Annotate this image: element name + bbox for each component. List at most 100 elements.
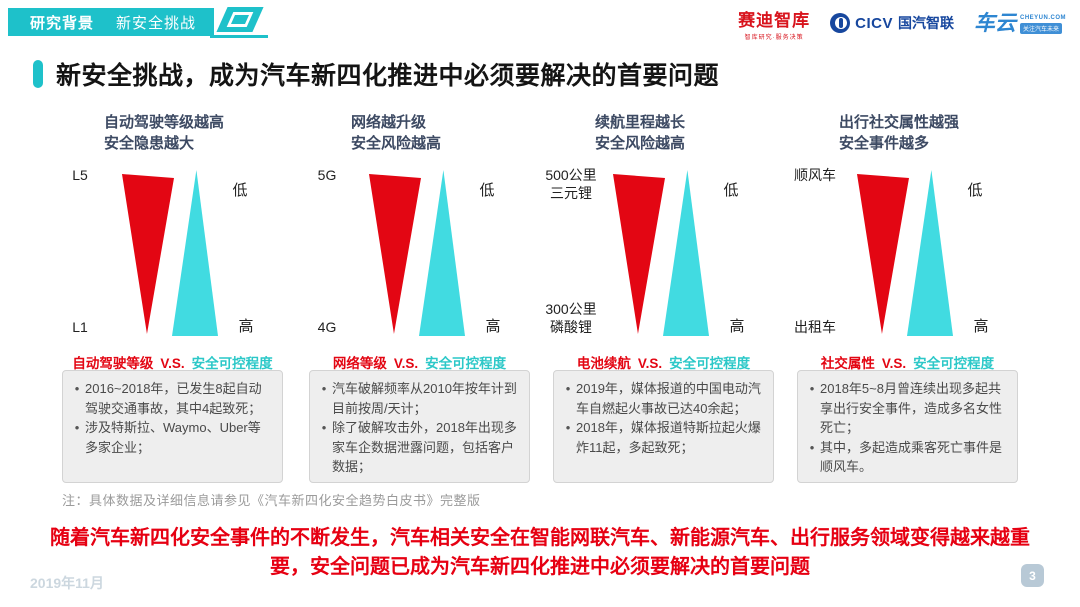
heading-line1: 续航里程越长 xyxy=(595,114,686,131)
vs-label: V.S. xyxy=(881,356,907,371)
vs-right-term: 安全可控程度 xyxy=(669,356,751,371)
column-mobility: 出行社交属性越强 安全事件越多 顺风车 低 出租车 高 社交属性 V.S. 安全可控… xyxy=(794,112,1018,484)
triangle-top-right-label: 低 xyxy=(723,182,739,199)
bullet-icon: • xyxy=(74,381,80,396)
triangle-top-left-label: 顺风车 xyxy=(794,167,836,183)
title-row: 新安全挑战，成为汽车新四化推进中必须要解决的首要问题 xyxy=(33,56,719,92)
heading-line1: 网络越升级 xyxy=(351,114,427,131)
cheyun-tagline-badge: 关注汽车未来 xyxy=(1019,22,1062,34)
triangle-top-left-label: 500公里 三元锂 xyxy=(545,167,597,202)
triangle-top-left-label: L5 xyxy=(72,167,88,183)
info-box: • 2018年5~8月曾连续出现多起共享出行安全事件，造成多名女性死亡； • 其中，… xyxy=(797,370,1018,483)
triangle-top-right-label: 低 xyxy=(232,182,248,199)
logo-ccid: 赛迪智库 智库研究·服务决策 xyxy=(738,6,810,41)
vs-label: V.S. xyxy=(393,356,419,371)
list-item: • 涉及特斯拉、Waymo、Uber等多家企业； xyxy=(69,418,273,457)
vs-right-term: 安全可控程度 xyxy=(425,356,507,371)
conclusion-text: 随着汽车新四化安全事件的不断发生，汽车相关安全在智能网联汽车、新能源汽车、出行服… xyxy=(50,527,1030,578)
cicv-logo-icon xyxy=(830,13,851,33)
vs-caption: 网络等级 V.S. 安全可控程度 xyxy=(309,352,530,372)
cicv-abbr: CICV xyxy=(855,14,893,32)
red-triangle xyxy=(613,174,665,334)
red-triangle xyxy=(857,174,909,334)
bullet-icon: • xyxy=(74,420,80,435)
tab-research-background: 研究背景 xyxy=(30,14,95,32)
cheyun-logo-text: 车云 xyxy=(973,11,1016,35)
vs-left-term: 网络等级 xyxy=(332,356,387,371)
footnote: 注：具体数据及详细信息请参见《汽车新四化安全趋势白皮书》完整版 xyxy=(62,493,481,508)
list-item: • 汽车破解频率从2010年按年计到目前按周/天计； xyxy=(316,379,520,418)
list-item: • 除了破解攻击外，2018年出现多家车企数据泄露问题，包括客户数据； xyxy=(316,418,520,477)
triangle-bottom-right-label: 高 xyxy=(238,317,254,335)
info-box: • 2016~2018年，已发生8起自动驾驶交通事故，其中4起致死； • 涉及特斯拉… xyxy=(62,370,283,483)
vs-right-term: 安全可控程度 xyxy=(191,356,273,371)
slash-decoration-inner xyxy=(226,12,254,27)
vs-label: V.S. xyxy=(637,356,663,371)
heading-line2: 安全风险越高 xyxy=(351,135,442,152)
bullet-icon: • xyxy=(809,381,815,396)
triangle-top-right-label: 低 xyxy=(479,182,495,199)
teal-triangle xyxy=(907,170,953,336)
column-autonomous-driving: 自动驾驶等级越高 安全隐患越大 L5 低 L1 高 自动驾驶等级 V.S. 安全可控… xyxy=(62,112,283,484)
teal-triangle xyxy=(172,170,218,336)
heading-line2: 安全风险越高 xyxy=(595,135,686,152)
tab-new-safety-challenge: 新安全挑战 xyxy=(116,14,197,32)
list-item: • 2018年，媒体报道特斯拉起火爆炸11起，多起致死； xyxy=(560,418,764,457)
triangle-bottom-left-label: L1 xyxy=(72,318,88,335)
topbar: 研究背景 新安全挑战 xyxy=(8,8,214,36)
heading-line1: 自动驾驶等级越高 xyxy=(104,114,225,131)
ccid-logo-text: 赛迪智库 xyxy=(738,10,811,30)
info-box: • 汽车破解频率从2010年按年计到目前按周/天计； • 除了破解攻击外，2018年… xyxy=(309,370,530,483)
triangle-bottom-right-label: 高 xyxy=(973,317,989,335)
triangle-comparison: 顺风车 低 出租车 高 xyxy=(794,158,1018,348)
vs-left-term: 自动驾驶等级 xyxy=(72,356,154,371)
bullet-icon: • xyxy=(565,420,571,435)
cicv-name: 国汽智联 xyxy=(897,15,954,31)
teal-triangle xyxy=(663,170,709,336)
vs-left-term: 电池续航 xyxy=(576,356,631,371)
slash-decoration xyxy=(216,7,264,32)
triangle-bottom-left-label: 300公里 磷酸锂 xyxy=(545,300,597,335)
column-heading: 续航里程越长 安全风险越高 xyxy=(595,112,774,154)
column-heading: 网络越升级 安全风险越高 xyxy=(351,112,530,154)
triangle-bottom-left-label: 4G xyxy=(317,318,337,335)
column-heading: 自动驾驶等级越高 安全隐患越大 xyxy=(104,112,283,154)
bullet-icon: • xyxy=(809,439,815,455)
triangle-comparison: L5 低 L1 高 xyxy=(62,158,283,348)
heading-line1: 出行社交属性越强 xyxy=(839,114,960,131)
vs-caption: 社交属性 V.S. 安全可控程度 xyxy=(797,352,1018,372)
triangle-bottom-right-label: 高 xyxy=(729,317,745,335)
triangle-top-left-label: 5G xyxy=(317,167,337,183)
triangle-bottom-left-label: 出租车 xyxy=(794,318,836,335)
topbar-underline xyxy=(210,35,268,38)
bullet-icon: • xyxy=(565,381,571,396)
cheyun-logo-sub: CHEYUN.COM 关注汽车未来 xyxy=(1019,14,1066,34)
title-accent-bar xyxy=(33,60,43,88)
vs-right-term: 安全可控程度 xyxy=(913,356,995,371)
logo-cheyun: 车云 CHEYUN.COM 关注汽车未来 xyxy=(974,13,1066,34)
column-battery: 续航里程越长 安全风险越高 500公里 三元锂 低 300公里 磷酸锂 高 电池续航… xyxy=(545,112,774,484)
vs-left-term: 社交属性 xyxy=(820,356,875,371)
column-network: 网络越升级 安全风险越高 5G 低 4G 高 网络等级 V.S. 安全可控程度 • 汽… xyxy=(309,112,530,484)
triangle-comparison: 500公里 三元锂 低 300公里 磷酸锂 高 xyxy=(545,158,774,348)
list-item: • 2019年，媒体报道的中国电动汽车自燃起火事故已达40余起； xyxy=(560,379,764,418)
cheyun-domain: CHEYUN.COM xyxy=(1019,14,1066,21)
list-item: • 2016~2018年，已发生8起自动驾驶交通事故，其中4起致死； xyxy=(69,379,273,418)
bullet-icon: • xyxy=(321,420,327,435)
page-number-badge: 3 xyxy=(1021,564,1044,587)
slide-date: 2019年11月 xyxy=(30,575,104,591)
red-triangle xyxy=(369,174,421,334)
logo-strip: 赛迪智库 智库研究·服务决策 CICV 国汽智联 车云 CHEYUN.COM 关… xyxy=(738,6,1066,41)
heading-line2: 安全事件越多 xyxy=(839,135,930,152)
vs-label: V.S. xyxy=(160,356,185,371)
list-item: • 其中，多起造成乘客死亡事件是顺风车。 xyxy=(804,438,1008,477)
triangle-top-right-label: 低 xyxy=(967,182,983,199)
triangle-comparison: 5G 低 4G 高 xyxy=(309,158,530,348)
heading-line2: 安全隐患越大 xyxy=(104,135,195,152)
triangle-bottom-right-label: 高 xyxy=(485,317,501,335)
column-heading: 出行社交属性越强 安全事件越多 xyxy=(839,112,1018,154)
list-item: • 2018年5~8月曾连续出现多起共享出行安全事件，造成多名女性死亡； xyxy=(804,379,1008,438)
bullet-icon: • xyxy=(321,381,327,396)
page-title: 新安全挑战，成为汽车新四化推进中必须要解决的首要问题 xyxy=(56,62,720,90)
